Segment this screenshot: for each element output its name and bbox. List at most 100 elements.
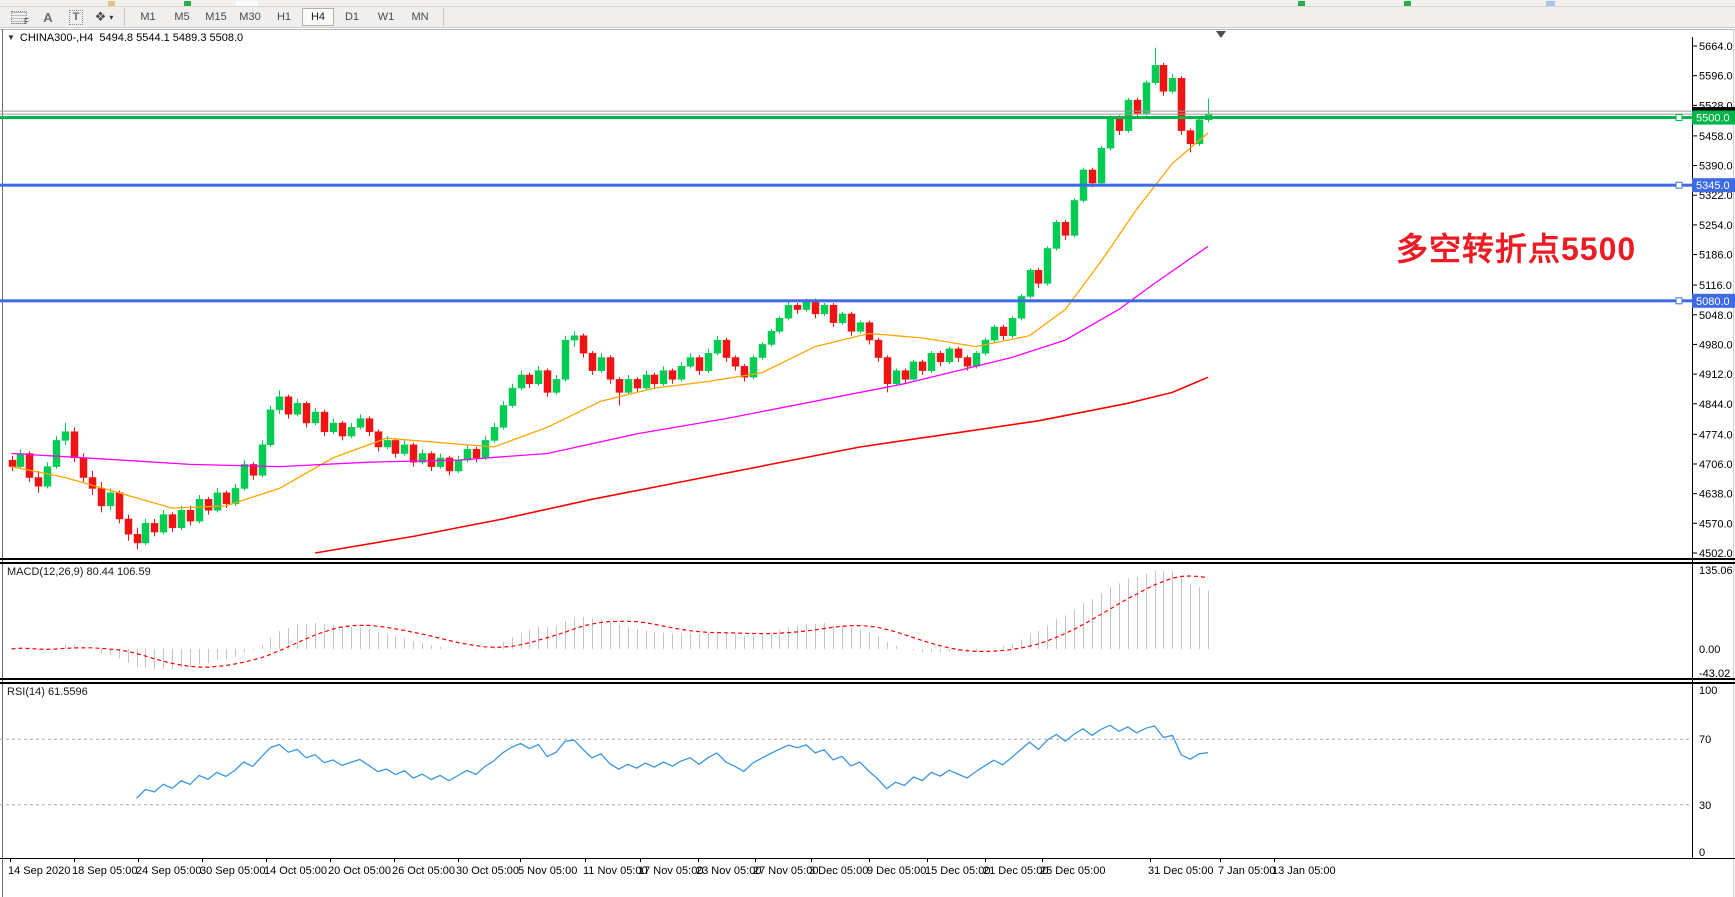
price-tick: [1692, 463, 1697, 465]
time-tick: [1150, 858, 1151, 862]
time-tick: [74, 858, 75, 862]
price-tick: [1692, 522, 1697, 524]
time-axis-label: 13 Jan 05:00: [1272, 865, 1336, 877]
timeframe-button-m5[interactable]: M5: [174, 11, 190, 23]
candle-body: [901, 370, 910, 380]
clipped-toolbar-fragment: [108, 1, 115, 6]
candle-body: [1124, 99, 1133, 131]
candle-body: [8, 459, 17, 467]
timeframe-button-w1[interactable]: W1: [377, 11, 395, 23]
candle-body: [892, 370, 901, 384]
price-tick-label: 4912.0: [1699, 369, 1733, 381]
candle-body: [552, 379, 561, 393]
chart-dropdown-icon[interactable]: ▼: [7, 33, 15, 42]
time-tick: [811, 858, 812, 862]
time-axis-label: 18 Sep 05:00: [72, 865, 138, 877]
chart-area[interactable]: 5664.0 5596.0 5528.0 5458.0 5390.0 5322.0 5254…: [0, 29, 1735, 897]
time-tick: [869, 858, 870, 862]
timeframe-button-d1[interactable]: D1: [344, 11, 360, 23]
crosshair-grid-f-button[interactable]: F: [7, 8, 33, 26]
time-axis-label: 24 Sep 05:00: [136, 865, 202, 877]
label-tool-button[interactable]: A: [35, 8, 61, 26]
time-tick: [330, 858, 331, 862]
horizontal-line-5080[interactable]: [0, 299, 1692, 303]
price-level-badge-label: 5500.0: [1696, 113, 1730, 125]
candle-body: [963, 357, 972, 367]
chart-text-annotation[interactable]: 多空转折点5500: [1396, 231, 1637, 267]
horizontal-line-handle[interactable]: [1675, 114, 1683, 122]
timeframe-button-mn[interactable]: MN: [411, 11, 429, 23]
price-tick: [1692, 284, 1697, 286]
horizontal-line-handle[interactable]: [1675, 297, 1683, 305]
horizontal-line-5500[interactable]: [0, 116, 1692, 120]
time-tick: [1274, 858, 1275, 862]
candle-body: [490, 427, 499, 441]
candle-body: [534, 370, 543, 384]
ma-fast-orange-line: [11, 132, 1209, 509]
candle-body: [258, 444, 267, 476]
candle-body: [213, 492, 222, 511]
candle-body: [767, 331, 776, 345]
candle-body: [25, 453, 34, 478]
candle-body: [517, 374, 526, 389]
horizontal-line-handle[interactable]: [1675, 181, 1683, 189]
candle-body: [365, 418, 374, 432]
price-tick: [1692, 403, 1697, 405]
candle-body: [124, 518, 133, 535]
rsi-axis-label: 0: [1699, 847, 1705, 859]
styles-dropdown-button[interactable]: ❖ ▾: [91, 8, 117, 26]
candle-body: [168, 514, 177, 528]
time-tick: [138, 858, 139, 862]
rsi-indicator-label: RSI(14) 61.5596: [7, 686, 88, 698]
time-axis-label: 9 Dec 05:00: [867, 865, 927, 877]
time-axis-label: 20 Oct 05:00: [328, 865, 391, 877]
price-tick-label: 5322.0: [1699, 190, 1733, 202]
macd-signal-line: [11, 575, 1209, 668]
candle-body: [918, 361, 927, 371]
timeframe-button-m1[interactable]: M1: [140, 11, 156, 23]
candle-body: [177, 509, 186, 528]
timeframe-button-m15[interactable]: M15: [205, 11, 227, 23]
text-tool-button[interactable]: T: [63, 8, 89, 26]
time-axis-label: 11 Nov 05:00: [583, 865, 648, 877]
letter-a-icon: A: [43, 9, 53, 25]
candle-body: [1195, 119, 1204, 144]
candle-body: [1115, 117, 1124, 131]
price-tick-label: 5664.0: [1699, 41, 1733, 53]
timeframe-button-h4[interactable]: H4: [302, 8, 334, 26]
candle-body: [293, 403, 302, 415]
price-tick-label: 5186.0: [1699, 250, 1733, 262]
time-tick: [266, 858, 267, 862]
timeframe-button-m30[interactable]: M30: [239, 11, 261, 23]
price-tick-label: 5390.0: [1699, 161, 1733, 173]
grid-icon: [11, 10, 28, 24]
candle-body: [909, 361, 918, 380]
timeframe-button-group: M1 M5 M15 M30 H1 H4 D1 W1 MN: [131, 8, 437, 26]
price-tick-label: 5116.0: [1699, 280, 1732, 292]
candle-body: [195, 499, 204, 522]
candle-body: [463, 448, 472, 461]
price-tick-label: 5254.0: [1699, 220, 1733, 232]
time-tick: [927, 858, 928, 862]
timeframe-button-h1[interactable]: H1: [276, 11, 292, 23]
time-tick: [520, 858, 521, 862]
candle-body: [990, 326, 999, 341]
candle-body: [43, 466, 52, 487]
horizontal-line-5345[interactable]: [0, 183, 1692, 187]
price-tick: [1692, 552, 1697, 554]
price-tick: [1692, 433, 1697, 435]
candle-body: [722, 339, 731, 358]
chart-top-border: [0, 29, 1735, 30]
time-tick: [985, 858, 986, 862]
candle-body: [588, 352, 597, 371]
time-tick: [698, 858, 699, 862]
clipped-toolbar-fragment: [184, 1, 191, 6]
chart-shift-marker-icon[interactable]: [1216, 31, 1226, 38]
candle-body: [633, 379, 642, 389]
macd-axis-label: 135.06: [1699, 565, 1733, 577]
price-chart-svg[interactable]: 5664.05596.05528.05458.05390.05322.05254…: [0, 29, 1735, 897]
candle-body: [52, 440, 61, 467]
candle-body: [615, 379, 624, 393]
candle-body: [311, 411, 320, 424]
